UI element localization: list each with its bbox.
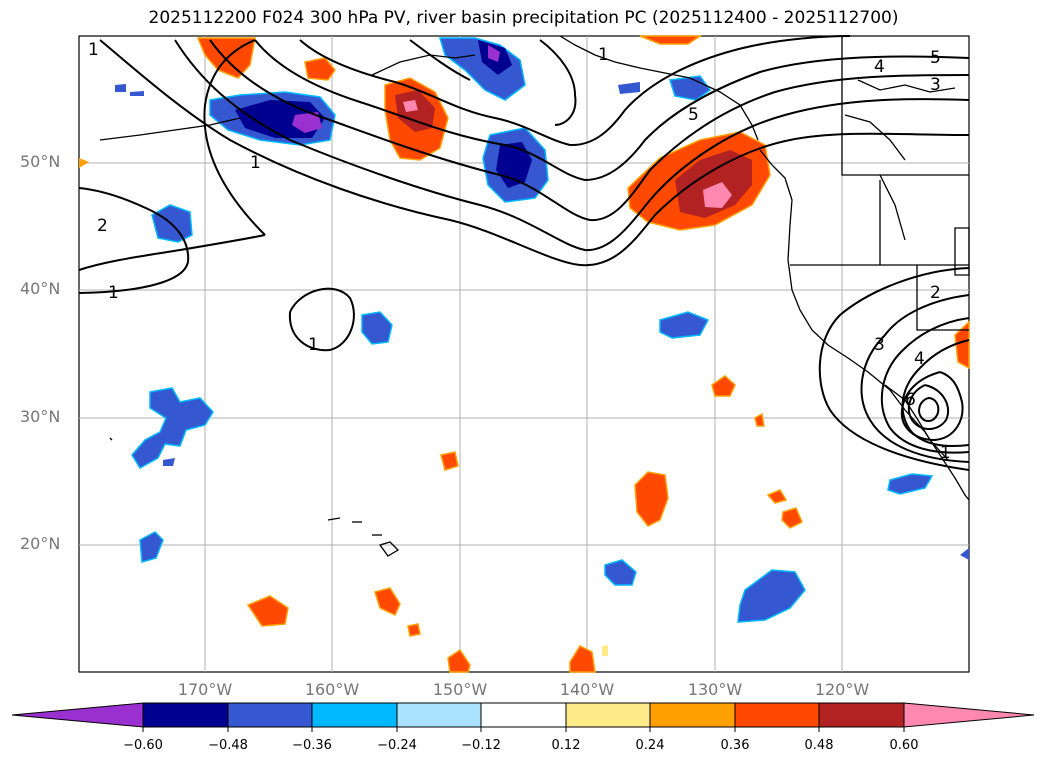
colorbar-tick-label: −0.36 [292, 738, 332, 753]
coastlines [99, 35, 970, 557]
lon-label-130w: 130°W [687, 680, 743, 699]
colorbar-tick-label: −0.24 [377, 738, 417, 753]
contour-label: 4 [874, 57, 885, 77]
contour-label: 2 [930, 283, 941, 303]
lon-label-160w: 160°W [304, 680, 360, 699]
colorbar-extend-low [11, 702, 144, 728]
colorbar-bin [227, 702, 313, 728]
lon-label-170w: 170°W [177, 680, 233, 699]
pv-contour-labels: 1 1 1 1 2 2 3 3 4 4 5 5 6 1 1 [88, 40, 951, 463]
contour-label: 1 [308, 335, 319, 355]
contour-label: 1 [598, 45, 609, 65]
colorbar-tick-label: 0.24 [635, 738, 665, 753]
gridlines [79, 36, 969, 672]
lat-label-40n: 40°N [20, 279, 61, 298]
lat-label-20n: 20°N [20, 534, 61, 553]
contour-label: 1 [940, 443, 951, 463]
pv-contours [78, 35, 970, 471]
colorbar-tick-label: −0.48 [208, 738, 248, 753]
contour-label: 3 [874, 335, 885, 355]
colorbar-bin [818, 702, 905, 728]
colorbar-tick-label: 0.36 [720, 738, 750, 753]
colorbar-tick-label: 0.60 [889, 738, 919, 753]
contour-label: 6 [905, 390, 916, 410]
colorbar-bin [734, 702, 820, 728]
colorbar-bin [396, 702, 482, 728]
contour-label: 2 [97, 216, 108, 236]
colorbar-bin [565, 702, 651, 728]
colorbar-bin [480, 702, 567, 728]
contour-label: 5 [930, 48, 941, 68]
map-title: 2025112200 F024 300 hPa PV, river basin … [148, 8, 899, 28]
colorbar-tick-label: 0.12 [551, 738, 581, 753]
lon-label-120w: 120°W [814, 680, 870, 699]
lon-label-140w: 140°W [559, 680, 615, 699]
lat-label-50n: 50°N [20, 152, 61, 171]
colorbar-bin [649, 702, 736, 728]
lat-label-30n: 30°N [20, 407, 61, 426]
lon-label-150w: 150°W [432, 680, 488, 699]
colorbar [11, 702, 1035, 732]
contour-label: 5 [688, 105, 699, 125]
contour-label: 1 [108, 283, 119, 303]
contour-label: 3 [930, 75, 941, 95]
contour-label: 1 [88, 40, 99, 60]
colorbar-tick-label: 0.48 [804, 738, 834, 753]
colorbar-bin [142, 702, 229, 728]
contour-label: 4 [914, 349, 925, 369]
colorbar-extend-high [903, 702, 1035, 728]
colorbar-tick-label: −0.60 [123, 738, 163, 753]
colorbar-bin [311, 702, 398, 728]
contour-label: 1 [250, 153, 261, 173]
colorbar-tick-label: −0.12 [461, 738, 501, 753]
